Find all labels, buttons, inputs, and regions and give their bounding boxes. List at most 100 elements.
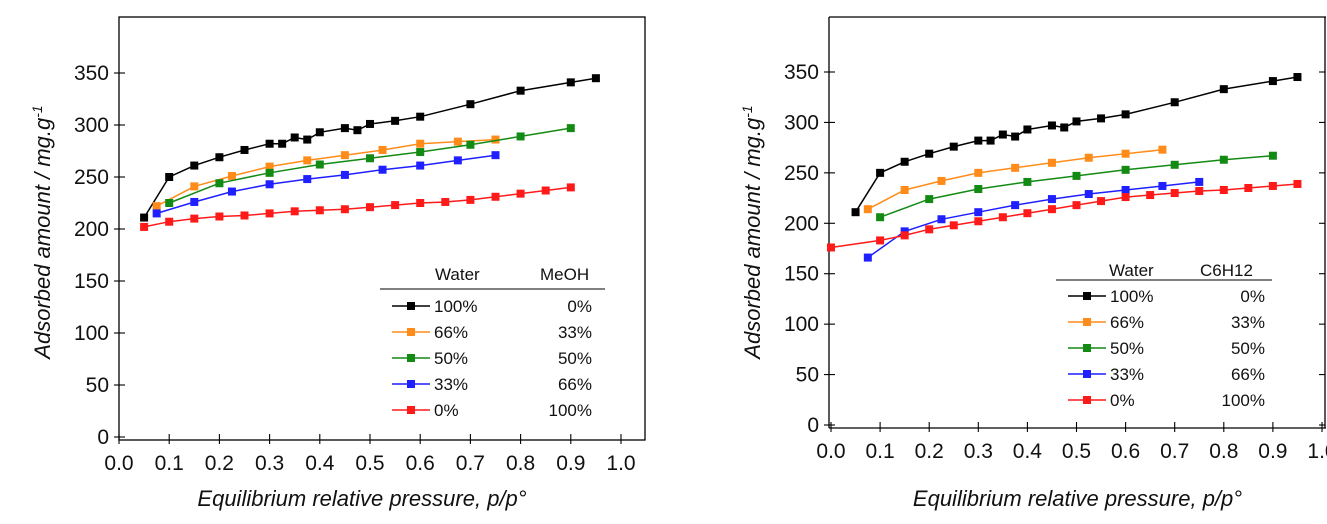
x-tick-label: 0.2: [915, 440, 944, 463]
series-0pct: [140, 183, 575, 231]
legend-label: 66%: [434, 323, 468, 342]
data-point: [876, 213, 885, 222]
legend-label: 33%: [1110, 365, 1144, 384]
data-point: [1219, 186, 1228, 195]
data-point: [1121, 149, 1130, 158]
data-point: [1293, 179, 1302, 188]
data-point: [566, 183, 575, 192]
data-point: [863, 205, 872, 214]
x-axis-label: Equilibrium relative pressure, p/p°: [913, 486, 1242, 511]
data-point: [278, 139, 287, 148]
legend-label-2: 33%: [558, 323, 592, 342]
x-axis-label: Equilibrium relative pressure, p/p°: [197, 486, 526, 511]
data-point: [1170, 189, 1179, 198]
legend-label: 66%: [1110, 313, 1144, 332]
legend-label-2: 50%: [1231, 339, 1265, 358]
x-tick-label: 0.5: [355, 452, 384, 475]
data-point: [366, 154, 374, 163]
data-point: [453, 137, 462, 146]
data-point: [340, 151, 349, 160]
data-point: [240, 145, 249, 154]
legend-label: 0%: [1110, 391, 1135, 410]
x-tick-label: 0.0: [816, 440, 845, 463]
series-50pct: [165, 124, 575, 207]
data-point: [1121, 193, 1130, 202]
data-point: [227, 171, 236, 180]
data-point: [190, 182, 199, 191]
data-point: [340, 170, 349, 179]
legend-header-1: Water: [1109, 261, 1154, 280]
y-tick-label: 150: [74, 270, 109, 293]
legend: Water MeOH 100% 0% 66% 33% 50% 50% 33% 66% 0% 100%: [380, 265, 605, 420]
data-point: [949, 221, 958, 230]
data-point: [190, 197, 199, 206]
data-point: [290, 207, 299, 216]
x-tick-label: 0.4: [305, 452, 335, 475]
series-0pct: [827, 179, 1302, 252]
data-point: [190, 161, 199, 170]
data-point: [925, 149, 934, 158]
data-point: [227, 187, 236, 196]
data-point: [1023, 209, 1032, 218]
data-point: [1268, 151, 1277, 160]
data-point: [1047, 205, 1056, 214]
data-point: [416, 148, 425, 157]
y-tick-label: 200: [74, 218, 109, 241]
data-point: [215, 179, 224, 188]
x-tick-label: 0.8: [1209, 440, 1238, 463]
data-point: [1047, 195, 1056, 204]
data-point: [925, 195, 934, 204]
y-tick-label: 0: [97, 426, 109, 449]
data-point: [416, 112, 425, 121]
data-point: [900, 227, 909, 236]
data-point: [491, 135, 500, 144]
data-point: [215, 153, 224, 162]
data-point: [466, 100, 475, 109]
data-point: [1047, 121, 1056, 130]
legend-label-2: 66%: [558, 375, 592, 394]
data-point: [152, 202, 161, 211]
data-point: [900, 231, 909, 240]
data-point: [1268, 181, 1277, 190]
data-point: [1060, 123, 1069, 132]
legend-marker: [407, 302, 415, 310]
data-point: [366, 119, 374, 128]
legend-marker: [1083, 318, 1091, 326]
data-point: [1158, 145, 1167, 154]
data-point: [378, 145, 387, 154]
legend-label-2: 33%: [1231, 313, 1265, 332]
series-100pct: [851, 73, 1302, 217]
data-point: [974, 168, 983, 177]
y-axis-label: Adsorbed amount / mg.g-1: [739, 105, 765, 360]
series-line: [143, 186, 571, 228]
y-tick-label: 300: [74, 114, 109, 137]
series-100pct: [140, 74, 600, 222]
data-point: [1072, 201, 1081, 210]
data-point: [516, 86, 525, 95]
x-tick-label: 0.9: [1258, 440, 1287, 463]
legend-label-2: 100%: [549, 401, 592, 420]
data-point: [353, 126, 362, 135]
data-point: [1023, 125, 1032, 134]
legend-label-2: 50%: [558, 349, 592, 368]
x-tick-label: 0.5: [1062, 440, 1091, 463]
data-point: [491, 151, 500, 160]
legend-marker: [407, 380, 415, 388]
series-50pct: [876, 151, 1277, 222]
legend-marker: [407, 406, 415, 414]
series-33pct: [863, 177, 1204, 262]
x-tick-label: 0.9: [556, 452, 585, 475]
data-point: [265, 168, 274, 177]
data-point: [827, 243, 835, 252]
legend-label-2: 100%: [1222, 391, 1265, 410]
x-tick-label: 0.7: [456, 452, 485, 475]
data-point: [165, 199, 174, 207]
data-point: [466, 195, 475, 204]
data-point: [1170, 98, 1179, 107]
legend-label-2: 0%: [567, 297, 592, 316]
data-point: [1219, 85, 1228, 94]
y-tick-label: 350: [784, 61, 819, 84]
series-line: [854, 76, 1298, 213]
data-point: [240, 211, 249, 220]
x-tick-label: 0.0: [104, 452, 133, 475]
